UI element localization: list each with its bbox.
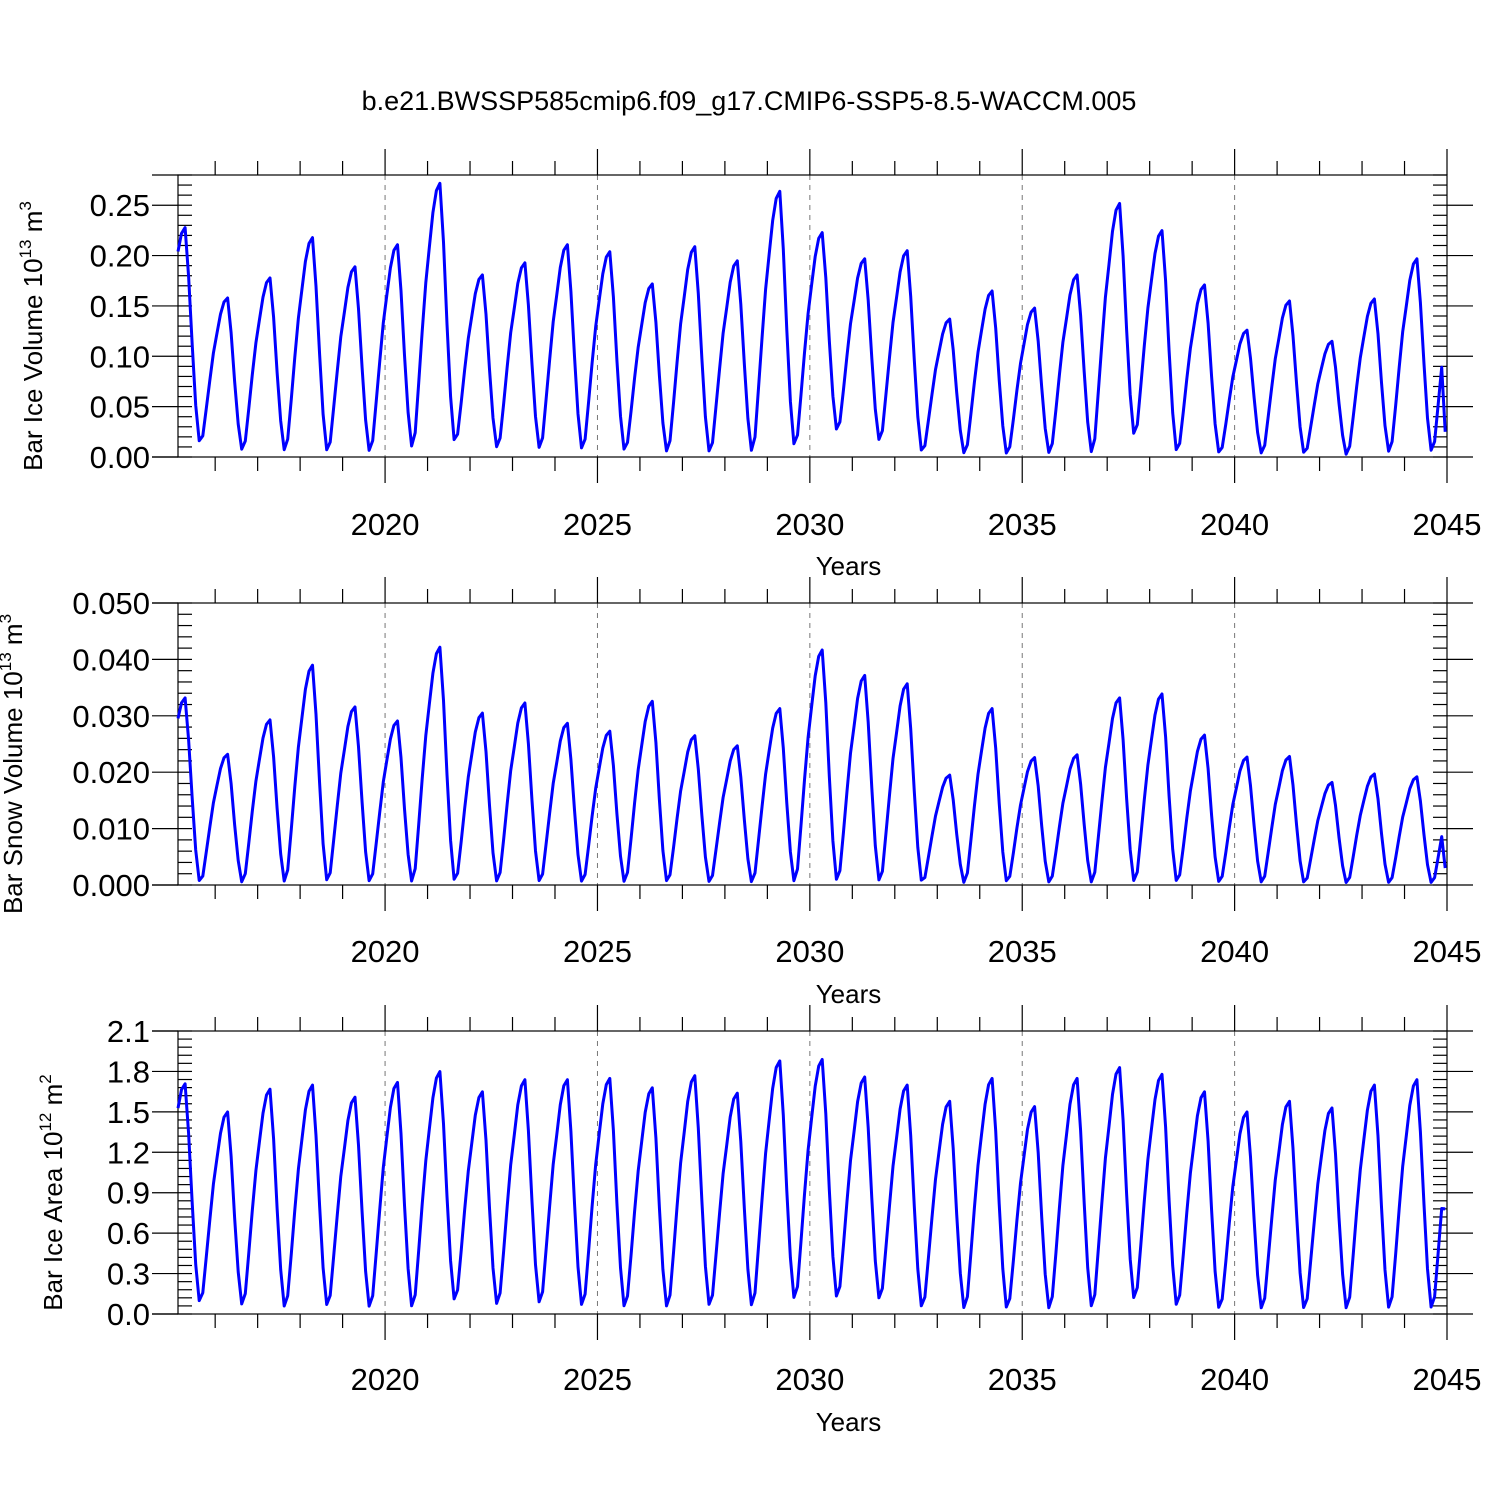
y-tick-label-0.050: 0.050	[72, 586, 150, 621]
panel-ice-area: 2020 2025 2030 2035 2040 2045 0.0 0.3 0.6 0.9 1.2 1…	[36, 1005, 1481, 1437]
y-axis-title: Bar Ice Area 1012 m2	[36, 1074, 68, 1311]
x-tick-label-2020: 2020	[351, 1362, 420, 1397]
y-tick-label-0.010: 0.010	[72, 812, 150, 847]
x-axis-title: Years	[816, 551, 882, 581]
y-axis-title-unit-exponent: 2	[36, 1074, 55, 1083]
y-axis-title-main: Bar Ice Area 10	[38, 1132, 68, 1311]
y-tick-label-0.15: 0.15	[90, 289, 150, 324]
y-axis-title-unit: m	[38, 1084, 68, 1113]
y-tick-label-0.9: 0.9	[107, 1176, 150, 1211]
y-axis-title-unit-exponent: 3	[16, 201, 35, 210]
y-tick-label-0.20: 0.20	[90, 239, 150, 274]
x-axis-title: Years	[816, 979, 882, 1009]
plot-frame	[177, 1030, 1448, 1315]
y-tick-label-1.2: 1.2	[107, 1135, 150, 1170]
y-tick-label-0.05: 0.05	[90, 390, 150, 425]
series-line-ice-volume	[176, 181, 1447, 456]
y-tick-label-1.5: 1.5	[107, 1095, 150, 1130]
x-tick-label-2030: 2030	[775, 1362, 844, 1397]
y-tick-label-0.6: 0.6	[107, 1216, 150, 1251]
x-tick-label-2025: 2025	[563, 507, 632, 542]
y-axis-title-unit: m	[18, 211, 48, 240]
x-tick-label-2030: 2030	[775, 934, 844, 969]
x-tick-label-2030: 2030	[775, 507, 844, 542]
x-tick-label-2035: 2035	[988, 934, 1057, 969]
y-axis-title-exponent: 13	[0, 652, 15, 671]
x-axis-title: Years	[816, 1407, 882, 1437]
y-axis-title: Bar Snow Volume 1013 m3	[0, 614, 28, 914]
y-tick-label-0.030: 0.030	[72, 699, 150, 734]
series-line-snow-volume	[176, 645, 1447, 884]
x-tick-label-2020: 2020	[351, 507, 420, 542]
x-tick-label-2025: 2025	[563, 934, 632, 969]
x-tick-label-2035: 2035	[988, 1362, 1057, 1397]
y-tick-label-0.020: 0.020	[72, 755, 150, 790]
y-axis-title-exponent: 12	[36, 1113, 55, 1132]
y-axis-title-unit: m	[0, 623, 28, 652]
y-tick-label-2.1: 2.1	[107, 1014, 150, 1049]
y-axis-title-main: Bar Snow Volume 10	[0, 671, 28, 914]
x-tick-label-2045: 2045	[1413, 507, 1482, 542]
y-tick-label-0.000: 0.000	[72, 868, 150, 903]
y-tick-label-1.8: 1.8	[107, 1054, 150, 1089]
y-tick-label-0.040: 0.040	[72, 642, 150, 677]
x-tick-label-2040: 2040	[1200, 507, 1269, 542]
x-tick-label-2040: 2040	[1200, 934, 1269, 969]
x-tick-label-2045: 2045	[1413, 934, 1482, 969]
y-axis-title-unit-exponent: 3	[0, 614, 15, 623]
panel-snow-volume: 2020 2025 2030 2035 2040 2045 0.000 0.010 0.020 0…	[0, 577, 1481, 1009]
y-axis-title: Bar Ice Volume 1013 m3	[16, 201, 48, 471]
y-tick-label-0.3: 0.3	[107, 1257, 150, 1292]
series-line-ice-area	[176, 1058, 1446, 1310]
plot-frame	[177, 602, 1448, 886]
y-axis-title-exponent: 13	[16, 239, 35, 258]
chart-title: b.e21.BWSSP585cmip6.f09_g17.CMIP6-SSP5-8…	[362, 86, 1137, 116]
y-tick-label-0.00: 0.00	[90, 440, 150, 475]
x-tick-label-2020: 2020	[351, 934, 420, 969]
y-tick-label-0.10: 0.10	[90, 339, 150, 374]
y-tick-label-0.25: 0.25	[90, 188, 150, 223]
panels: 2020 2025 2030 2035 2040 2045 0.00 0.05 0.10 0.15…	[0, 149, 1481, 1437]
panel-ice-volume: 2020 2025 2030 2035 2040 2045 0.00 0.05 0.10 0.15…	[16, 149, 1481, 581]
x-tick-label-2025: 2025	[563, 1362, 632, 1397]
x-tick-label-2040: 2040	[1200, 1362, 1269, 1397]
x-tick-label-2035: 2035	[988, 507, 1057, 542]
y-axis-title-main: Bar Ice Volume 10	[18, 258, 48, 470]
y-tick-label-0.0: 0.0	[107, 1297, 150, 1332]
x-tick-label-2045: 2045	[1413, 1362, 1482, 1397]
